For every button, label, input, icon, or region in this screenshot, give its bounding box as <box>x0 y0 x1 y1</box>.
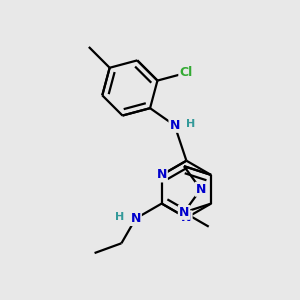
Text: Cl: Cl <box>179 67 193 80</box>
Text: H: H <box>115 212 124 222</box>
Text: N: N <box>179 206 189 219</box>
Text: N: N <box>181 211 192 224</box>
Text: N: N <box>196 183 206 196</box>
Text: N: N <box>169 119 180 132</box>
Text: N: N <box>157 169 167 182</box>
Text: H: H <box>186 119 195 129</box>
Text: N: N <box>130 212 141 225</box>
